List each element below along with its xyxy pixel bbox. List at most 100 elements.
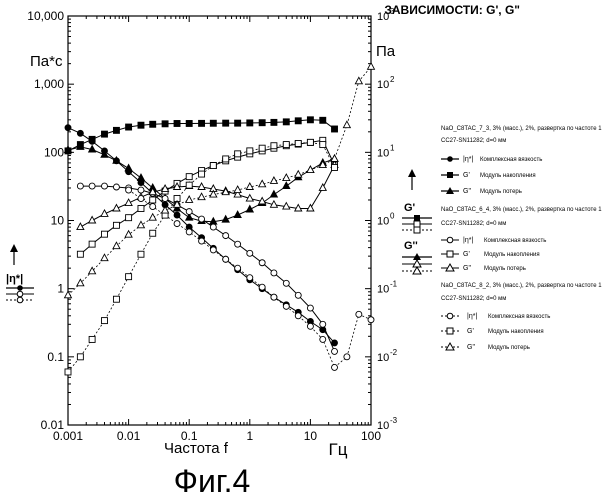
data-point-square	[307, 117, 313, 123]
data-point-square	[235, 151, 241, 157]
data-point-square	[101, 318, 107, 324]
legend-entry: G" Модуль потерь	[441, 187, 522, 195]
data-point-square	[89, 336, 95, 342]
y-right-tick-label: 10	[377, 216, 389, 228]
legend-symbol: G'	[463, 251, 470, 258]
data-point-circle	[271, 294, 277, 300]
data-point-circle	[65, 125, 71, 131]
data-point-square	[126, 215, 132, 221]
legend-label: Модуль потерь	[484, 266, 526, 272]
data-point-triangle	[186, 196, 193, 203]
y-right-tick-exponent: 3	[390, 7, 395, 16]
data-point-circle	[235, 241, 241, 247]
data-point-square	[150, 121, 156, 127]
data-point-triangle	[234, 186, 241, 193]
data-point-triangle	[283, 174, 290, 181]
data-point-circle	[307, 323, 313, 329]
data-point-triangle	[125, 231, 132, 238]
data-point-circle	[150, 204, 156, 210]
data-point-square	[138, 251, 144, 257]
legend-label: Модуль накопления	[484, 252, 540, 258]
data-point-triangle	[307, 204, 314, 211]
y-left-tick-label: 10	[51, 214, 65, 228]
data-point-circle	[283, 280, 289, 286]
data-point-circle	[295, 292, 301, 298]
legend-entry: G" Модуль потерь	[441, 264, 526, 272]
data-point-square	[89, 136, 95, 142]
data-point-circle	[271, 270, 277, 276]
data-point-circle	[223, 233, 229, 239]
data-point-triangle	[137, 174, 144, 181]
y-right-tick-label: 10	[377, 352, 389, 364]
y-right-tick-label: 10	[377, 420, 389, 432]
legend-symbol: G"	[463, 265, 471, 272]
data-point-circle	[174, 221, 180, 227]
data-point-triangle	[198, 193, 205, 200]
legend-symbol: |η*|	[463, 156, 473, 163]
data-point-circle	[210, 224, 216, 230]
data-point-square	[235, 120, 241, 126]
data-point-square	[259, 145, 265, 151]
data-point-circle	[77, 130, 83, 136]
data-point-circle	[89, 183, 95, 189]
data-point-circle	[247, 275, 253, 281]
y-left-tick-label: 10,000	[27, 9, 64, 23]
data-point-square	[65, 369, 71, 375]
legend-label: Модуль потерь	[488, 345, 530, 351]
x-tick-label: 0.01	[117, 429, 141, 443]
y-right-tick-exponent: -2	[390, 348, 398, 357]
data-point-square	[186, 182, 192, 188]
y-right-tick-exponent: 0	[390, 212, 395, 221]
data-point-square	[113, 127, 119, 133]
data-point-circle	[344, 354, 350, 360]
eta-side-label-text: |η*|	[6, 273, 23, 285]
data-point-square	[295, 140, 301, 146]
data-point-square	[307, 139, 313, 145]
legend-group-2-header: NaO_C8TAC_6_4, 3% (масс.), 2%, развертка…	[441, 207, 602, 213]
data-point-square	[247, 148, 253, 154]
data-point-square	[271, 143, 277, 149]
data-point-square	[210, 163, 216, 169]
legend-symbol: G'	[463, 172, 470, 179]
eta-side-markers	[6, 285, 34, 303]
data-point-square	[113, 296, 119, 302]
legend-group-1: NaO_C8TAC_7_3, 3% (масс.), 2%, развертка…	[441, 126, 602, 195]
y-right-tick-label: 10	[377, 284, 389, 296]
data-point-circle	[356, 311, 362, 317]
data-point-triangle	[319, 184, 326, 191]
y-right-tick-exponent: -1	[390, 280, 398, 289]
data-point-circle	[332, 364, 338, 370]
legend-label: Модуль накопления	[488, 329, 544, 335]
data-point-square	[162, 121, 168, 127]
data-point-square	[223, 120, 229, 126]
data-point-triangle	[283, 182, 290, 189]
legend-group-3-header: NaO_C8TAC_8_2, 3% (масс.), 2%, развертка…	[441, 283, 602, 289]
chart-title: ЗАВИСИМОСТИ: G', G"	[384, 3, 520, 17]
g-prime-side-label-text: G'	[404, 202, 416, 214]
y-right-tick-exponent: -3	[390, 416, 398, 425]
data-point-circle	[235, 265, 241, 271]
legend-entry: |η*| Комплексная вязкость	[441, 313, 550, 320]
data-point-square	[283, 142, 289, 148]
y-right-tick-label: 10	[377, 147, 389, 159]
rheology-chart: ЗАВИСИМОСТИ: G', G" Па*с Па Частота f Гц…	[0, 0, 609, 500]
data-point-square	[186, 120, 192, 126]
data-point-circle	[138, 196, 144, 202]
legend-entry: G' Модуль накопления	[441, 172, 536, 179]
legend-group-1-sub: CC27-SN11282; d=0 мм	[441, 138, 506, 144]
data-point-square	[295, 118, 301, 124]
x-tick-label: 1	[246, 429, 253, 443]
legend-entry: G' Модуль накопления	[441, 328, 544, 335]
data-point-square	[138, 205, 144, 211]
data-point-square	[174, 120, 180, 126]
data-point-circle	[259, 260, 265, 266]
data-point-square	[320, 142, 326, 148]
data-point-triangle	[295, 171, 302, 178]
data-point-square	[210, 120, 216, 126]
data-point-circle	[101, 183, 107, 189]
legend: NaO_C8TAC_7_3, 3% (масс.), 2%, развертка…	[441, 126, 602, 351]
data-point-square	[101, 231, 107, 237]
legend-entry: G" Модуль потерь	[441, 343, 530, 351]
legend-label: Комплексная вязкость	[480, 157, 542, 163]
data-point-circle	[126, 187, 132, 193]
